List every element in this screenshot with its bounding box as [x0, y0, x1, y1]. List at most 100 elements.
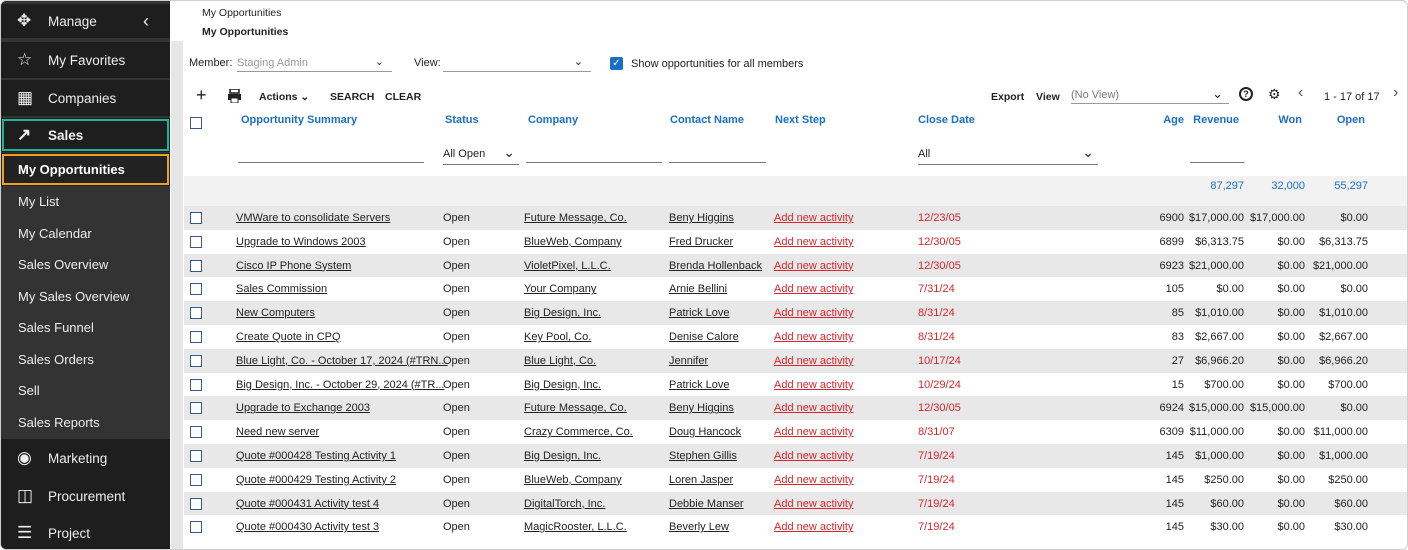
row-checkbox[interactable] [190, 259, 202, 272]
column-header[interactable]: Company [528, 114, 579, 126]
table-cell[interactable]: Upgrade to Exchange 2003 [236, 402, 370, 415]
table-cell[interactable]: Sales Commission [236, 283, 328, 296]
table-cell[interactable]: MagicRooster, L.L.C. [524, 521, 627, 534]
column-header[interactable]: Next Step [775, 114, 826, 126]
table-cell[interactable]: BlueWeb, Company [524, 235, 622, 248]
table-cell[interactable]: Patrick Love [669, 378, 730, 391]
select-all-checkbox[interactable] [190, 117, 202, 129]
table-cell[interactable]: Add new activity [774, 212, 854, 224]
table-cell[interactable]: Beny Higgins [669, 212, 734, 224]
column-header[interactable]: Age [1163, 114, 1184, 126]
sidebar-item[interactable]: My Opportunities [1, 153, 170, 186]
settings-button[interactable]: ⚙ [1268, 86, 1281, 102]
sidebar-item[interactable]: My List [1, 186, 170, 217]
column-header[interactable]: Revenue [1193, 114, 1239, 126]
member-select[interactable]: Staging Admin ⌄ [237, 56, 392, 72]
export-button[interactable]: Export [991, 91, 1025, 103]
table-cell[interactable]: Beny Higgins [669, 402, 734, 415]
table-cell[interactable]: New Computers [236, 307, 315, 320]
sidebar-item[interactable]: ◫ Procurement [1, 477, 170, 515]
next-page[interactable]: › [1393, 84, 1399, 101]
row-checkbox[interactable] [190, 331, 202, 343]
column-header[interactable]: Status [445, 114, 479, 126]
table-cell[interactable]: Blue Light, Co. - October 17, 2024 (#TRN… [236, 354, 448, 367]
table-cell[interactable]: Add new activity [774, 426, 854, 439]
table-cell[interactable]: VioletPixel, L.L.C. [524, 259, 611, 272]
table-cell[interactable]: Blue Light, Co. [524, 354, 597, 367]
sidebar-item[interactable]: ↗ Sales [1, 118, 170, 152]
view-toolbar-select[interactable]: (No View) ⌄ [1071, 86, 1229, 104]
table-cell[interactable]: Add new activity [774, 497, 854, 510]
column-filter-input[interactable] [669, 149, 766, 163]
sidebar-item[interactable]: Sales Orders [1, 343, 170, 375]
row-checkbox[interactable] [190, 212, 202, 224]
table-cell[interactable]: Arnie Bellini [669, 283, 728, 296]
view-select[interactable]: ⌄ [443, 56, 591, 72]
table-cell[interactable]: Need new server [236, 426, 320, 439]
help-button[interactable]: ? [1239, 87, 1253, 101]
table-cell[interactable]: Loren Jasper [669, 473, 734, 486]
table-cell[interactable]: Add new activity [774, 521, 854, 534]
table-cell[interactable]: Add new activity [774, 450, 854, 462]
table-cell[interactable]: Patrick Love [669, 307, 730, 320]
status-filter[interactable]: All Open ⌄ [443, 144, 519, 165]
table-cell[interactable]: Future Message, Co. [524, 212, 627, 224]
table-cell[interactable]: Denise Calore [669, 331, 739, 343]
table-cell[interactable]: Crazy Commerce, Co. [524, 426, 633, 439]
collapse-button[interactable]: ‹ [143, 10, 149, 31]
sidebar-item[interactable]: ◉ Marketing [1, 439, 170, 477]
column-header[interactable]: Contact Name [670, 114, 744, 126]
sidebar-item[interactable]: My Sales Overview [1, 280, 170, 312]
table-cell[interactable]: Quote #000430 Activity test 3 [236, 521, 380, 534]
breadcrumb[interactable]: My Opportunities [202, 7, 282, 19]
sidebar-item[interactable]: ✥ Manage ‹ [1, 4, 170, 38]
column-filter-input[interactable] [238, 149, 424, 163]
table-cell[interactable]: Add new activity [774, 473, 854, 486]
row-checkbox[interactable] [190, 521, 202, 534]
row-checkbox[interactable] [190, 354, 202, 367]
table-cell[interactable]: Quote #000428 Testing Activity 1 [236, 450, 397, 462]
table-cell[interactable]: Add new activity [774, 402, 854, 415]
table-cell[interactable]: Doug Hancock [669, 426, 742, 439]
row-checkbox[interactable] [190, 307, 202, 320]
row-checkbox[interactable] [190, 235, 202, 248]
column-header[interactable]: Close Date [918, 114, 975, 126]
row-checkbox[interactable] [190, 402, 202, 415]
table-cell[interactable]: Add new activity [774, 307, 854, 320]
table-cell[interactable]: Big Design, Inc. [524, 378, 602, 391]
table-cell[interactable]: VMWare to consolidate Servers [236, 212, 391, 224]
sidebar-item[interactable]: Sales Overview [1, 249, 170, 280]
column-filter-input[interactable] [1190, 149, 1244, 163]
sidebar-item[interactable]: ☰ Project [1, 515, 170, 549]
sidebar-item[interactable]: My Calendar [1, 217, 170, 249]
table-cell[interactable]: Cisco IP Phone System [236, 259, 352, 272]
table-cell[interactable]: Create Quote in CPQ [236, 331, 341, 343]
row-checkbox[interactable] [190, 473, 202, 486]
sidebar-item[interactable]: ☆ My Favorites [1, 42, 170, 78]
table-cell[interactable]: Add new activity [774, 235, 854, 248]
column-filter-input[interactable] [526, 149, 662, 163]
row-checkbox[interactable] [190, 378, 202, 391]
table-cell[interactable]: Add new activity [774, 354, 854, 367]
print-button[interactable] [227, 89, 242, 103]
table-cell[interactable]: Quote #000431 Activity test 4 [236, 497, 380, 510]
table-cell[interactable]: Big Design, Inc. [524, 307, 602, 320]
sidebar-item[interactable]: Sales Funnel [1, 312, 170, 343]
table-cell[interactable]: Debbie Manser [669, 497, 744, 510]
row-checkbox[interactable] [190, 283, 202, 296]
column-header[interactable]: Won [1278, 114, 1302, 126]
prev-page[interactable]: ‹ [1298, 84, 1304, 101]
show-all-checkbox[interactable]: ✓ [610, 57, 623, 70]
add-button[interactable]: + [196, 85, 207, 105]
sidebar-item[interactable]: Sell [1, 375, 170, 406]
table-cell[interactable]: BlueWeb, Company [524, 473, 622, 486]
search-button[interactable]: SEARCH [330, 91, 375, 103]
table-cell[interactable]: Add new activity [774, 283, 854, 296]
column-header[interactable]: Opportunity Summary [241, 114, 358, 126]
table-cell[interactable]: Quote #000429 Testing Activity 2 [236, 473, 397, 486]
table-cell[interactable]: Key Pool, Co. [524, 331, 592, 343]
table-cell[interactable]: Future Message, Co. [524, 402, 627, 415]
table-cell[interactable]: Add new activity [774, 378, 854, 391]
actions-menu[interactable]: Actions ⌄ [259, 91, 310, 103]
table-cell[interactable]: Big Design, Inc. - October 29, 2024 (#TR… [236, 378, 445, 391]
